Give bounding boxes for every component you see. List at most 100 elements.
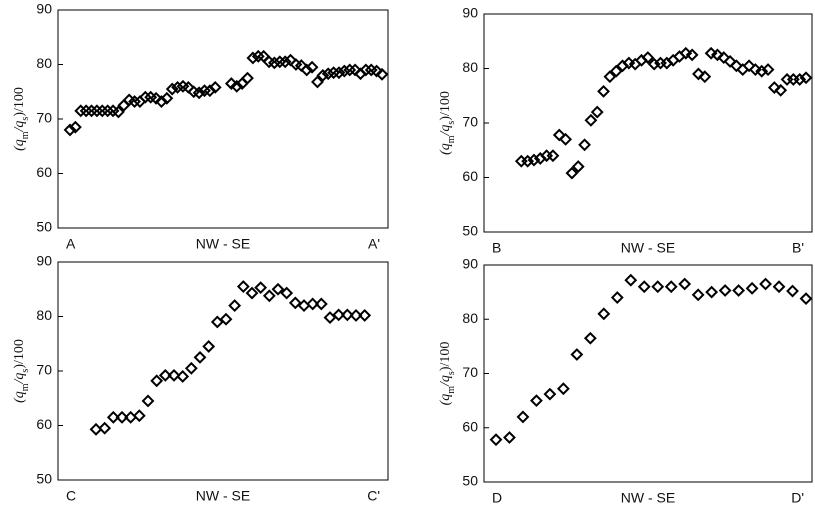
marker: [718, 284, 732, 297]
y-axis-label-part: (q: [12, 391, 27, 403]
marker: [583, 331, 597, 345]
marker: [273, 55, 287, 69]
marker: [327, 66, 341, 80]
x-annotation: A': [368, 236, 380, 252]
marker: [150, 374, 164, 388]
y-tick-label: 50: [462, 473, 478, 489]
y-tick-label: 70: [36, 110, 52, 126]
plot-frame: [483, 13, 813, 233]
marker: [514, 154, 528, 168]
marker: [759, 277, 772, 291]
marker: [624, 273, 638, 287]
marker: [793, 72, 807, 86]
y-axis-label-part: m: [20, 131, 31, 139]
marker: [543, 387, 557, 401]
marker: [571, 160, 585, 174]
marker: [799, 71, 813, 85]
y-axis-label-part: s: [20, 117, 31, 121]
y-axis-label-part: )/100: [12, 339, 27, 369]
marker: [736, 63, 750, 77]
panel: 50 60 70 80 90 (qm/qs)/100 D NW - SE D': [438, 256, 813, 506]
marker: [176, 370, 190, 383]
marker: [106, 104, 120, 118]
marker: [691, 288, 705, 302]
y-axis-label-part: )/100: [438, 342, 453, 372]
marker: [289, 58, 303, 71]
marker: [138, 90, 152, 104]
y-axis-label: (qm/qs)/100: [12, 339, 31, 403]
marker: [358, 308, 372, 322]
marker: [590, 105, 604, 119]
marker: [603, 70, 617, 84]
marker: [637, 280, 651, 294]
marker: [664, 280, 678, 294]
marker: [337, 64, 351, 78]
marker: [144, 90, 158, 104]
marker: [704, 46, 718, 60]
y-tick-label: 50: [462, 223, 478, 239]
marker: [184, 361, 198, 375]
y-axis-label-part: s: [446, 371, 457, 375]
marker: [187, 85, 201, 99]
x-annotation: A: [66, 236, 76, 252]
marker: [755, 64, 769, 78]
y-axis-label: (qm/qs)/100: [12, 87, 31, 151]
marker: [761, 63, 775, 77]
marker: [565, 166, 579, 180]
marker: [651, 280, 665, 294]
y-axis-label-part: s: [20, 369, 31, 373]
marker: [160, 91, 174, 105]
marker: [609, 64, 623, 78]
marker: [98, 421, 112, 435]
marker: [198, 84, 211, 98]
x-annotation: NW - SE: [196, 488, 250, 504]
marker: [540, 149, 554, 163]
x-annotation: C: [66, 488, 76, 504]
marker: [202, 340, 216, 353]
y-axis-label-part: /q: [12, 373, 27, 385]
marker: [786, 72, 800, 86]
marker: [101, 104, 115, 118]
marker: [278, 55, 292, 69]
marker: [559, 132, 573, 146]
x-annotation: D: [492, 490, 502, 506]
marker: [241, 71, 254, 85]
y-tick-label: 60: [36, 164, 52, 180]
marker: [679, 46, 693, 60]
x-annotation: NW - SE: [621, 240, 675, 256]
x-annotation: NW - SE: [621, 490, 675, 506]
marker: [698, 70, 712, 84]
y-axis-label: (qm/qs)/100: [438, 342, 457, 406]
plot-frame: [57, 261, 389, 481]
marker: [489, 433, 503, 447]
marker: [780, 72, 794, 86]
y-axis-label-part: m: [446, 135, 457, 143]
marker: [165, 82, 179, 96]
marker: [208, 80, 222, 94]
marker: [597, 307, 611, 321]
marker: [678, 277, 692, 291]
marker: [246, 51, 260, 65]
marker: [111, 105, 125, 119]
y-tick-label: 90: [462, 256, 478, 272]
marker: [546, 149, 560, 163]
y-tick-label: 60: [36, 416, 52, 432]
marker: [228, 299, 242, 313]
y-tick-label: 70: [462, 364, 478, 380]
marker: [786, 284, 799, 298]
marker: [192, 86, 206, 100]
marker: [748, 63, 762, 77]
marker: [305, 60, 319, 74]
marker: [503, 431, 516, 444]
panel: 50 60 70 80 90 (qm/qs)/100 A NW - SE A': [12, 1, 389, 252]
marker: [132, 409, 146, 423]
y-tick-label: 80: [36, 307, 52, 323]
marker: [271, 282, 285, 296]
y-tick-label: 90: [462, 5, 478, 21]
marker: [193, 350, 207, 364]
y-axis-label-part: )/100: [438, 91, 453, 121]
marker: [267, 56, 281, 70]
y-tick-label: 50: [36, 219, 52, 235]
x-annotation: NW - SE: [196, 236, 250, 252]
